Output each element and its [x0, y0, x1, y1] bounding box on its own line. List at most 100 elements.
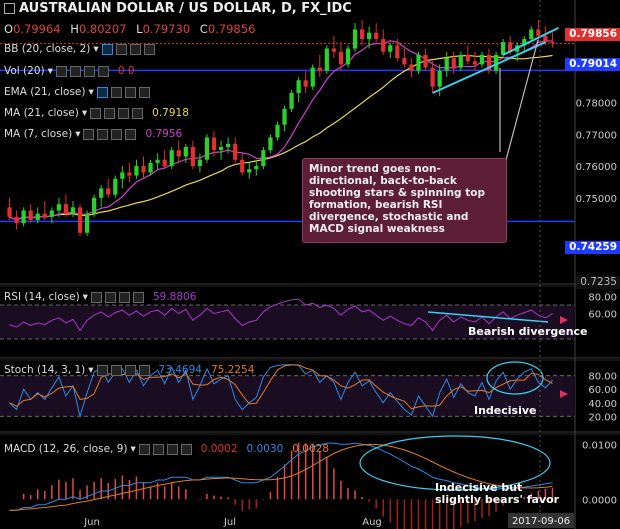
candle-body [99, 188, 104, 198]
resistance-price-tag: 0.79014 [565, 58, 620, 71]
settings-icon[interactable] [111, 128, 123, 140]
candle-body [543, 35, 548, 43]
dropdown-icon[interactable]: ▾ [47, 65, 53, 77]
indicator-vol-label: Vol (20) [4, 65, 45, 77]
dropdown-icon[interactable]: ▾ [81, 107, 88, 119]
settings-icon[interactable] [124, 86, 136, 98]
candle-body [77, 207, 83, 233]
stoch-legend[interactable]: Stoch (14, 3, 1) ▾ 73.4694 75.2254 [4, 364, 254, 376]
candle-body [169, 150, 174, 167]
close-icon[interactable] [132, 107, 144, 119]
eye-icon[interactable] [96, 364, 108, 376]
trend-arrow [502, 26, 559, 56]
settings-icon[interactable] [118, 107, 130, 119]
settings-icon[interactable] [115, 43, 127, 55]
eye-icon[interactable] [90, 291, 102, 303]
eye-icon[interactable] [55, 65, 67, 77]
indicator-ma21[interactable]: MA (21, close) ▾ 0.7918 [4, 107, 189, 119]
close-price-tag: 0.79856 [565, 28, 620, 41]
dropdown-icon[interactable]: ▾ [93, 43, 99, 55]
stoch-k-value: 73.4694 [158, 364, 202, 376]
close-icon[interactable] [143, 43, 155, 55]
settings-icon[interactable] [118, 291, 130, 303]
macd-signal-line [9, 443, 553, 511]
settings-icon[interactable] [166, 443, 178, 455]
indicator-bb-label: BB (20, close, 2) [4, 43, 91, 55]
candle-body [437, 70, 442, 87]
stoch-marker [560, 390, 568, 398]
rsi-legend[interactable]: RSI (14, close) ▾ 59.8806 [4, 291, 196, 303]
candle-body [493, 54, 499, 71]
ohlc-h-key: H [70, 22, 79, 36]
stoch-note: Indecisive [474, 404, 537, 417]
eye-icon[interactable] [138, 443, 150, 455]
close-icon[interactable] [138, 86, 150, 98]
eye-icon[interactable] [96, 86, 108, 98]
stoch-tick-label: 60.00 [588, 385, 617, 396]
candle-body [106, 188, 111, 195]
macd-ellipse [359, 435, 551, 491]
dropdown-icon[interactable]: ▾ [75, 128, 81, 140]
settings-icon[interactable] [129, 43, 141, 55]
eye-icon[interactable] [90, 107, 102, 119]
settings-icon[interactable] [104, 291, 116, 303]
macd-legend[interactable]: MACD (12, 26, close, 9) ▾ 0.0002 0.0030 0.00… [4, 443, 329, 455]
settings-icon[interactable] [124, 364, 136, 376]
candle-body [21, 210, 26, 224]
close-icon[interactable] [132, 291, 144, 303]
indicator-vol[interactable]: Vol (20) ▾ 0 0 [4, 65, 135, 77]
support-price-tag: 0.74259 [565, 241, 620, 254]
stoch-tick-label: 40.00 [588, 399, 617, 410]
settings-icon[interactable] [97, 128, 109, 140]
candle-body [190, 147, 195, 167]
close-icon[interactable] [125, 128, 137, 140]
y-tick-label: 0.77000 [576, 130, 617, 141]
collapse-icon[interactable] [4, 3, 15, 14]
settings-icon[interactable] [110, 86, 122, 98]
candle-body [536, 29, 541, 36]
y-tick-label: 0.75000 [576, 194, 617, 205]
rsi-divergence-line [427, 311, 549, 323]
settings-icon[interactable] [83, 65, 95, 77]
dropdown-icon[interactable]: ▾ [82, 291, 88, 303]
settings-icon[interactable] [110, 364, 122, 376]
x-tick-label: Jun [83, 517, 100, 528]
candle-body [423, 54, 428, 68]
rsi-band [0, 305, 575, 339]
stoch-label: Stoch (14, 3, 1) [4, 364, 86, 376]
dropdown-icon[interactable]: ▾ [88, 86, 94, 98]
eye-icon[interactable] [83, 128, 95, 140]
candle-body [183, 147, 188, 157]
annotation-arrow-2 [505, 39, 539, 161]
candle-body [127, 172, 132, 176]
stoch-ellipse [486, 361, 544, 395]
x-tick-label: Aug [362, 517, 382, 528]
indicator-ma21-label: MA (21, close) [4, 107, 79, 119]
close-icon[interactable] [138, 364, 150, 376]
candle-body [197, 159, 203, 167]
settings-icon[interactable] [69, 65, 81, 77]
settings-icon[interactable] [104, 107, 116, 119]
macd-line-value: 0.0030 [246, 443, 284, 455]
candle-body [345, 48, 351, 65]
candle-body [49, 210, 54, 217]
trendline [432, 41, 546, 94]
settings-icon[interactable] [152, 443, 164, 455]
dropdown-icon[interactable]: ▾ [88, 364, 94, 376]
close-icon[interactable] [97, 65, 109, 77]
candle-body [261, 150, 266, 167]
indicator-ema[interactable]: EMA (21, close) ▾ [4, 86, 150, 98]
candle-body [155, 159, 160, 163]
macd-signal-value: 0.0028 [292, 443, 330, 455]
indicator-bb[interactable]: BB (20, close, 2) ▾ [4, 43, 155, 55]
candle-body [148, 162, 153, 173]
indicator-ma7[interactable]: MA (7, close) ▾ 0.7956 [4, 128, 182, 140]
macd-note: Indecisive but slightly bears' favor [435, 481, 560, 506]
eye-icon[interactable] [101, 43, 113, 55]
dropdown-icon[interactable]: ▾ [130, 443, 136, 455]
candle-body [211, 137, 217, 151]
ohlc-readout: O0.79964 H0.80207 L0.79730 C0.79856 [4, 22, 261, 36]
candle-body [176, 150, 181, 157]
date-cursor-box [508, 513, 574, 528]
close-icon[interactable] [180, 443, 192, 455]
